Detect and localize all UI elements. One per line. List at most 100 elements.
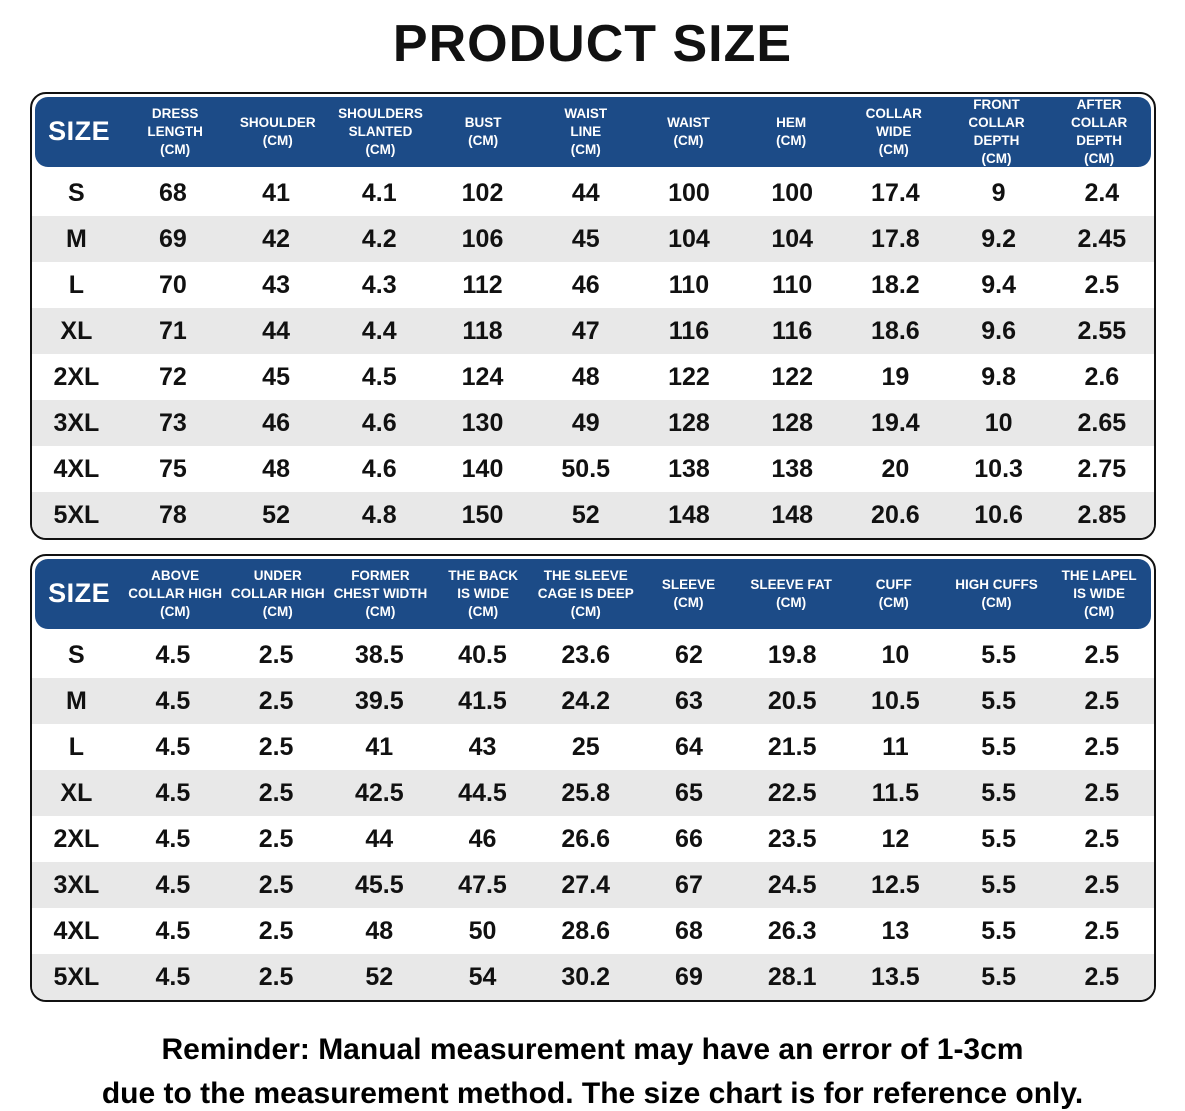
- value-cell: 69: [158, 224, 187, 253]
- value-cell: 13: [881, 916, 910, 945]
- value-cell: 118: [462, 316, 503, 345]
- value-cell: 2.4: [1084, 178, 1120, 207]
- value-cell: 10.3: [974, 454, 1023, 483]
- value-cell: 2.5: [1084, 916, 1120, 945]
- value-cell: 38.5: [354, 640, 404, 669]
- value-cell: 69: [675, 962, 703, 991]
- value-cell: 4.1: [361, 178, 397, 207]
- size-label-cell: 4XL: [53, 916, 100, 945]
- value-cell: 42.5: [354, 778, 404, 807]
- column-header: THE LAPEL IS WIDE (CM): [1061, 568, 1137, 619]
- value-cell: 12: [881, 824, 910, 853]
- page-title: PRODUCT SIZE: [392, 15, 793, 73]
- size-column-header: SIZE: [48, 578, 111, 609]
- value-cell: 2.5: [1084, 778, 1120, 807]
- value-cell: 70: [158, 270, 187, 299]
- value-cell: 62: [675, 640, 703, 669]
- value-cell: 2.5: [1084, 270, 1120, 299]
- table-row: M 4.5 2.5 39.5 41.5 24.2 63 20.5 10.5 5.5 2.5: [31, 678, 1154, 724]
- value-cell: 2.5: [258, 686, 294, 715]
- size-table-upper: SIZE DRESS LENGTH (CM) SHOULDER (CM) SHOULDERS…: [29, 92, 1156, 540]
- value-cell: 40.5: [458, 640, 507, 669]
- column-header: HIGH CUFFS (CM): [955, 577, 1038, 610]
- value-cell: 148: [771, 500, 814, 529]
- value-cell: 44: [262, 316, 290, 345]
- value-cell: 72: [158, 362, 187, 391]
- value-cell: 10.6: [974, 500, 1023, 529]
- value-cell: 4.5: [155, 686, 191, 715]
- value-cell: 41.5: [458, 686, 507, 715]
- value-cell: 122: [771, 362, 814, 391]
- value-cell: 4.5: [155, 778, 191, 807]
- size-label-cell: L: [68, 270, 85, 299]
- reminder-line-2: due to the measurement method. The size …: [101, 1076, 1084, 1110]
- value-cell: 5.5: [981, 686, 1016, 715]
- value-cell: 19.4: [871, 408, 920, 437]
- value-cell: 2.65: [1077, 408, 1127, 437]
- value-cell: 47: [571, 316, 600, 345]
- size-label-cell: 5XL: [53, 500, 100, 529]
- value-cell: 73: [158, 408, 187, 437]
- value-cell: 4.5: [155, 640, 191, 669]
- value-cell: 2.5: [258, 962, 294, 991]
- column-header: SLEEVE (CM): [661, 577, 716, 610]
- column-header: THE SLEEVE CAGE IS DEEP (CM): [537, 568, 634, 619]
- value-cell: 4.6: [361, 408, 397, 437]
- value-cell: 66: [675, 824, 703, 853]
- value-cell: 2.5: [1084, 870, 1120, 899]
- table-row: 4XL 75 48 4.6 140 50.5 138 138 20 10.3 2.75: [31, 446, 1154, 492]
- value-cell: 116: [772, 316, 813, 345]
- size-label-cell: S: [68, 640, 85, 669]
- table-header-row: SIZE DRESS LENGTH (CM) SHOULDER (CM) SHOULDERS…: [34, 97, 1151, 167]
- value-cell: 50: [468, 916, 497, 945]
- value-cell: 71: [158, 316, 187, 345]
- value-cell: 46: [468, 824, 497, 853]
- column-header: CUFF (CM): [875, 577, 912, 610]
- value-cell: 19: [881, 362, 910, 391]
- table-row: 2XL 4.5 2.5 44 46 26.6 66 23.5 12 5.5 2.5: [31, 816, 1154, 862]
- value-cell: 25.8: [561, 778, 611, 807]
- value-cell: 10: [881, 640, 910, 669]
- value-cell: 18.2: [871, 270, 920, 299]
- value-cell: 4.5: [155, 916, 191, 945]
- value-cell: 122: [668, 362, 710, 391]
- value-cell: 44: [571, 178, 600, 207]
- value-cell: 43: [262, 270, 290, 299]
- value-cell: 41: [262, 178, 290, 207]
- value-cell: 5.5: [981, 962, 1016, 991]
- value-cell: 49: [571, 408, 600, 437]
- value-cell: 48: [571, 362, 600, 391]
- table-row: 3XL 73 46 4.6 130 49 128 128 19.4 10 2.65: [31, 400, 1154, 446]
- value-cell: 44: [365, 824, 394, 853]
- value-cell: 26.3: [767, 916, 817, 945]
- value-cell: 2.5: [1084, 824, 1120, 853]
- value-cell: 17.4: [871, 178, 920, 207]
- value-cell: 4.5: [155, 732, 191, 761]
- value-cell: 13.5: [871, 962, 920, 991]
- size-label-cell: XL: [60, 778, 93, 807]
- value-cell: 5.5: [981, 870, 1016, 899]
- value-cell: 104: [668, 224, 710, 253]
- column-header: COLLAR WIDE (CM): [865, 106, 922, 157]
- value-cell: 45.5: [354, 870, 404, 899]
- table-row: 5XL 4.5 2.5 52 54 30.2 69 28.1 13.5 5.5 2.5: [31, 954, 1154, 1000]
- size-label-cell: S: [68, 178, 85, 207]
- value-cell: 2.55: [1077, 316, 1127, 345]
- value-cell: 2.75: [1077, 454, 1127, 483]
- value-cell: 28.6: [561, 916, 611, 945]
- column-header: SHOULDERS SLANTED (CM): [338, 106, 423, 157]
- value-cell: 2.5: [1084, 686, 1120, 715]
- value-cell: 45: [262, 362, 290, 391]
- value-cell: 2.85: [1077, 500, 1127, 529]
- value-cell: 52: [365, 962, 394, 991]
- value-cell: 45: [571, 224, 600, 253]
- size-label-cell: L: [68, 732, 85, 761]
- table-row: L 4.5 2.5 41 43 25 64 21.5 11 5.5 2.5: [31, 724, 1154, 770]
- value-cell: 4.4: [361, 316, 397, 345]
- value-cell: 20.5: [767, 686, 817, 715]
- value-cell: 43: [468, 732, 497, 761]
- value-cell: 50.5: [561, 454, 611, 483]
- value-cell: 100: [668, 178, 710, 207]
- table-row: XL 71 44 4.4 118 47 116 116 18.6 9.6 2.55: [31, 308, 1154, 354]
